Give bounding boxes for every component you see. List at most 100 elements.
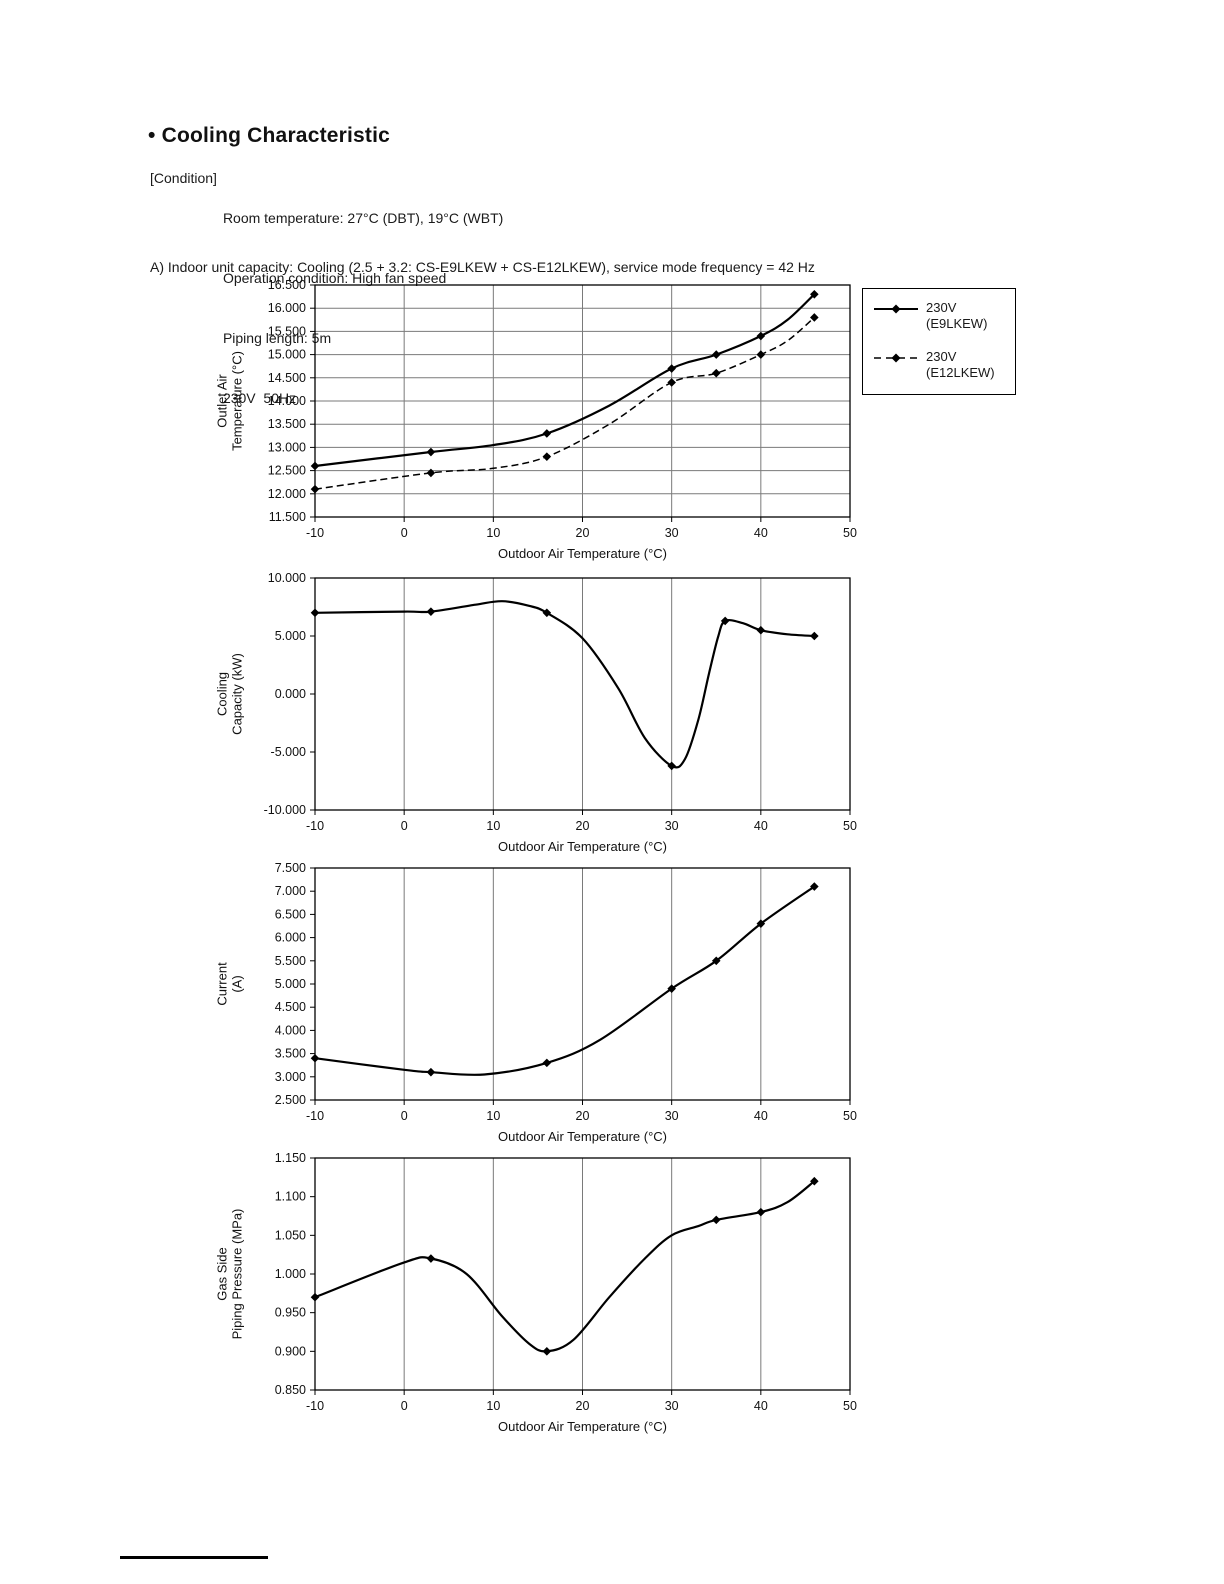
- condition-lines: Room temperature: 27°C (DBT), 19°C (WBT)…: [223, 168, 503, 448]
- svg-text:13.000: 13.000: [268, 440, 306, 454]
- svg-text:15.000: 15.000: [268, 348, 306, 362]
- svg-text:Outdoor Air Temperature (°C): Outdoor Air Temperature (°C): [498, 839, 667, 854]
- footer-rule: [120, 1556, 268, 1559]
- svg-text:7.000: 7.000: [275, 884, 306, 898]
- svg-text:16.500: 16.500: [268, 278, 306, 292]
- svg-text:30: 30: [665, 1399, 679, 1413]
- condition-line-piping-length: Piping length: 5m: [222, 330, 332, 346]
- svg-text:Current: Current: [215, 962, 230, 1006]
- svg-text:Cooling: Cooling: [215, 672, 230, 716]
- svg-text:40: 40: [754, 1399, 768, 1413]
- svg-text:5.500: 5.500: [275, 954, 306, 968]
- svg-text:4.000: 4.000: [275, 1023, 306, 1037]
- svg-text:1.100: 1.100: [275, 1190, 306, 1204]
- svg-text:0: 0: [401, 1399, 408, 1413]
- svg-text:-10.000: -10.000: [264, 803, 306, 817]
- svg-text:50: 50: [843, 526, 857, 540]
- svg-text:40: 40: [754, 1109, 768, 1123]
- svg-text:2.500: 2.500: [275, 1093, 306, 1107]
- svg-text:11.500: 11.500: [269, 510, 306, 524]
- svg-text:30: 30: [665, 1109, 679, 1123]
- solid-line-diamond-marker-icon: [874, 304, 918, 314]
- svg-text:6.500: 6.500: [275, 907, 306, 921]
- svg-text:Piping Pressure (MPa): Piping Pressure (MPa): [230, 1209, 245, 1340]
- legend-label-line1: 230V: [926, 349, 957, 364]
- svg-text:0: 0: [401, 526, 408, 540]
- condition-line-voltage: 230V 50Hz: [222, 390, 297, 406]
- svg-text:12.000: 12.000: [268, 487, 306, 501]
- svg-text:5.000: 5.000: [275, 977, 306, 991]
- svg-text:10: 10: [486, 1399, 500, 1413]
- legend: 230V (E9LKEW) 230V (E12LKEW): [862, 288, 1016, 395]
- svg-text:-10: -10: [306, 1399, 324, 1413]
- svg-text:1.050: 1.050: [275, 1228, 306, 1242]
- legend-label-line1: 230V: [926, 300, 957, 315]
- svg-text:4.500: 4.500: [275, 1000, 306, 1014]
- svg-text:Outdoor Air Temperature (°C): Outdoor Air Temperature (°C): [498, 546, 667, 561]
- svg-text:12.500: 12.500: [268, 464, 306, 478]
- section-heading: A) Indoor unit capacity: Cooling (2.5 + …: [150, 259, 815, 275]
- svg-text:30: 30: [665, 526, 679, 540]
- svg-text:20: 20: [576, 819, 590, 833]
- svg-text:14.500: 14.500: [268, 371, 306, 385]
- svg-text:40: 40: [754, 819, 768, 833]
- svg-text:-5.000: -5.000: [271, 745, 306, 759]
- svg-text:0: 0: [401, 819, 408, 833]
- legend-label-line2: (E12LKEW): [926, 365, 995, 380]
- condition-line-room-temperature: Room temperature: 27°C (DBT), 19°C (WBT): [222, 210, 504, 226]
- dashed-line-diamond-marker-icon: [874, 353, 918, 363]
- chart-canvas: -10 0 10 20 30 40 50 11.500 12.000 12.500 13.000 13…: [215, 278, 857, 561]
- condition-block: [Condition] Room temperature: 27°C (DBT)…: [150, 168, 503, 448]
- svg-text:7.500: 7.500: [275, 861, 306, 875]
- chart-canvas: -10 0 10 20 30 40 50 0.850 0.900 0.950 1.000 1.050 1…: [215, 1151, 857, 1434]
- legend-label: 230V (E12LKEW): [926, 349, 995, 381]
- svg-text:-10: -10: [306, 1109, 324, 1123]
- svg-text:-10: -10: [306, 526, 324, 540]
- chart-cooling-capacity: -10 0 10 20 30 40 50 -10.000 -5.000 0.000 5.000 10.…: [200, 568, 870, 861]
- svg-text:0.900: 0.900: [275, 1344, 306, 1358]
- svg-text:3.500: 3.500: [275, 1047, 306, 1061]
- svg-text:(A): (A): [230, 975, 245, 992]
- svg-text:5.000: 5.000: [275, 629, 306, 643]
- svg-text:50: 50: [843, 819, 857, 833]
- svg-text:6.000: 6.000: [275, 931, 306, 945]
- svg-text:20: 20: [576, 526, 590, 540]
- legend-label: 230V (E9LKEW): [926, 300, 987, 332]
- condition-label: [Condition]: [150, 170, 217, 186]
- svg-text:1.000: 1.000: [275, 1267, 306, 1281]
- svg-text:Outdoor Air Temperature (°C): Outdoor Air Temperature (°C): [498, 1419, 667, 1434]
- svg-text:1.150: 1.150: [275, 1151, 306, 1165]
- svg-text:10.000: 10.000: [268, 571, 306, 585]
- legend-label-line2: (E9LKEW): [926, 316, 988, 331]
- svg-text:40: 40: [754, 526, 768, 540]
- svg-text:30: 30: [665, 819, 679, 833]
- svg-text:16.000: 16.000: [268, 301, 306, 315]
- chart-gas-side-piping-pressure: -10 0 10 20 30 40 50 0.850 0.900 0.950 1.000 1.050 1…: [200, 1148, 870, 1441]
- svg-text:0.000: 0.000: [275, 687, 306, 701]
- svg-text:13.500: 13.500: [268, 417, 306, 431]
- chart-canvas: -10 0 10 20 30 40 50 -10.000 -5.000 0.000 5.000 10.…: [215, 571, 857, 854]
- svg-text:50: 50: [843, 1399, 857, 1413]
- svg-text:Capacity (kW): Capacity (kW): [230, 653, 245, 735]
- svg-text:10: 10: [486, 526, 500, 540]
- svg-text:10: 10: [486, 819, 500, 833]
- svg-text:15.500: 15.500: [268, 324, 306, 338]
- page-title: • Cooling Characteristic: [148, 124, 391, 147]
- chart-canvas: -10 0 10 20 30 40 50 2.500 3.000 3.500 4.000 4.500 5…: [215, 861, 857, 1144]
- svg-text:Temperature (°C): Temperature (°C): [230, 351, 245, 451]
- svg-text:-10: -10: [306, 819, 324, 833]
- svg-text:Outlet Air: Outlet Air: [215, 374, 230, 428]
- svg-text:0: 0: [401, 1109, 408, 1123]
- condition-line-operation: Operation condition: High fan speed: [222, 270, 447, 286]
- svg-text:10: 10: [486, 1109, 500, 1123]
- svg-text:20: 20: [576, 1109, 590, 1123]
- chart-outlet-air-temperature: -10 0 10 20 30 40 50 11.500 12.000 12.500 13.000 13…: [200, 275, 870, 568]
- legend-item-e12lkew: 230V (E12LKEW): [873, 349, 1005, 381]
- svg-text:3.000: 3.000: [275, 1070, 306, 1084]
- legend-item-e9lkew: 230V (E9LKEW): [873, 300, 1005, 332]
- svg-text:0.950: 0.950: [275, 1306, 306, 1320]
- chart-current: -10 0 10 20 30 40 50 2.500 3.000 3.500 4.000 4.500 5…: [200, 858, 870, 1151]
- svg-text:50: 50: [843, 1109, 857, 1123]
- svg-text:14.000: 14.000: [268, 394, 306, 408]
